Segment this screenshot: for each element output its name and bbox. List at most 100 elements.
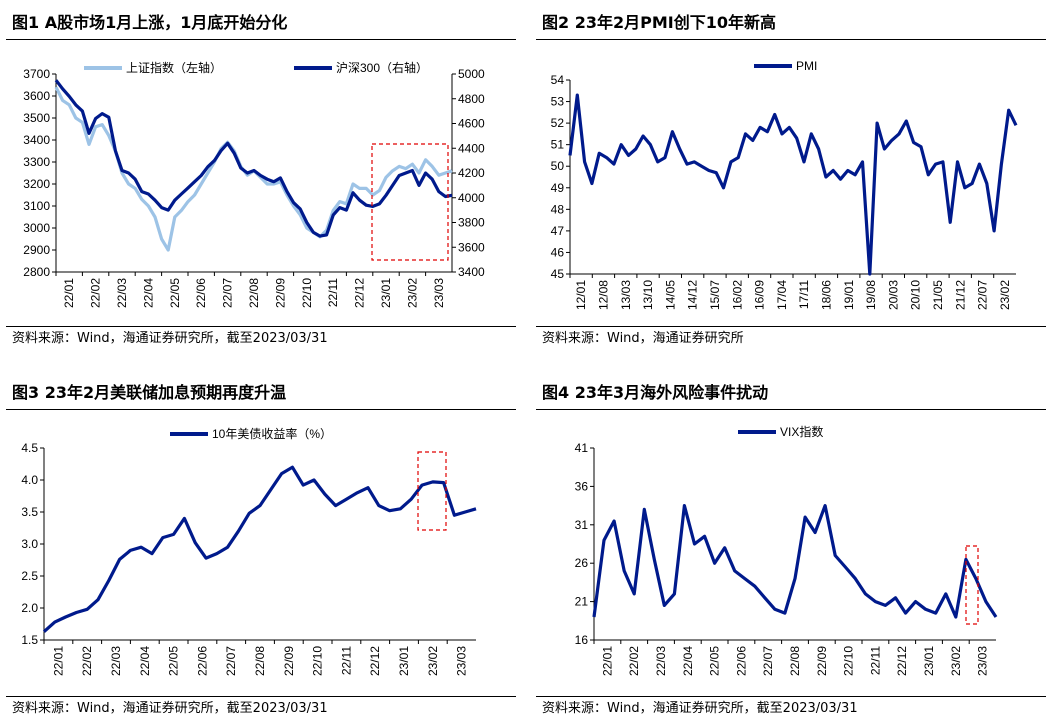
x-tick-label: 20/03 (886, 280, 900, 310)
y-tick-label-right: 3600 (458, 240, 485, 254)
chart-2: PMI 45 46 47 48 49 50 51 52 53 54 12/01 12/08 13/03 13… (551, 59, 1018, 310)
highlight-box (371, 143, 449, 261)
y-tick-label-left: 48 (551, 202, 565, 216)
y-tick-label-left: 2900 (23, 243, 50, 257)
x-tick-label: 22/01 (600, 646, 614, 676)
x-tick-label: 22/04 (681, 646, 695, 676)
series-line-0 (592, 503, 998, 619)
y-tick-label-left: 53 (551, 95, 565, 109)
x-tick-label: 17/11 (797, 280, 811, 309)
x-tick-label: 21/05 (931, 280, 945, 310)
y-tick-label-right: 3800 (458, 216, 485, 230)
x-tick-label: 12/01 (574, 280, 588, 310)
panel-3: 图3 23年2月美联储加息预期再度升温 10年美债收益率（%） 1.5 2.0 2.5… (6, 372, 516, 725)
x-tick-label: 19/01 (842, 280, 856, 310)
y-tick-label-left: 3700 (23, 67, 50, 81)
y-tick-label-left: 2800 (23, 265, 50, 279)
x-tick-label: 22/09 (815, 646, 829, 676)
x-tick-label: 23/02 (949, 646, 963, 676)
x-tick-label: 22/11 (868, 646, 882, 675)
y-tick-label-right: 4800 (458, 92, 485, 106)
x-tick-label: 22/10 (311, 646, 325, 676)
y-tick-label-left: 3500 (23, 111, 50, 125)
x-tick-label: 22/09 (273, 278, 287, 308)
x-tick-label: 23/01 (922, 646, 936, 676)
x-tick-label: 22/02 (627, 646, 641, 676)
y-tick-label-left: 36 (575, 479, 589, 493)
x-tick-label: 22/08 (247, 278, 261, 308)
x-tick-label: 22/06 (194, 278, 208, 308)
legend-label-0: PMI (796, 59, 817, 73)
y-tick-label-left: 3000 (23, 221, 50, 235)
chart-title-4: 图4 23年3月海外风险事件扰动 (536, 376, 1046, 410)
y-tick-label-left: 46 (551, 245, 565, 259)
x-tick-label: 22/01 (62, 278, 76, 308)
y-tick-label-left: 3300 (23, 155, 50, 169)
x-tick-label: 12/08 (596, 280, 610, 310)
x-tick-label: 22/10 (300, 278, 314, 308)
x-tick-label: 16/02 (730, 280, 744, 310)
legend-label-0: 10年美债收益率（%） (212, 426, 332, 441)
chart-title-3: 图3 23年2月美联储加息预期再度升温 (6, 376, 516, 410)
y-tick-label-left: 21 (575, 595, 589, 609)
x-tick-label: 16/09 (753, 280, 767, 310)
series-line-1 (54, 79, 453, 238)
x-tick-label: 23/02 (426, 646, 440, 676)
y-tick-label-left: 41 (575, 441, 589, 455)
x-tick-label: 22/04 (141, 278, 155, 308)
source-note-1: 资料来源：Wind，海通证券研究所，截至2023/03/31 (6, 326, 516, 351)
chart-1: 上证指数（左轴） 沪深300（右轴） 2800 2900 3000 3100 3200 330… (23, 60, 485, 308)
y-tick-label-left: 3200 (23, 177, 50, 191)
x-tick-label: 22/08 (788, 646, 802, 676)
x-tick-label: 22/12 (895, 646, 909, 676)
x-tick-label: 17/04 (775, 280, 789, 310)
x-tick-label: 22/03 (654, 646, 668, 676)
x-tick-label: 19/08 (864, 280, 878, 310)
x-tick-label: 22/08 (253, 646, 267, 676)
x-tick-label: 23/03 (455, 646, 469, 676)
panel-2: 图2 23年2月PMI创下10年新高 PMI 45 46 47 48 49 50 51 52 53… (536, 2, 1046, 355)
x-tick-label: 22/07 (221, 278, 235, 308)
y-tick-label-left: 3400 (23, 133, 50, 147)
x-tick-label: 22/11 (326, 278, 340, 307)
x-tick-label: 22/03 (115, 278, 129, 308)
x-tick-label: 22/09 (282, 646, 296, 676)
x-tick-label: 22/01 (51, 646, 65, 676)
legend-label-0: 上证指数（左轴） (126, 60, 222, 75)
x-tick-label: 21/12 (953, 280, 967, 310)
y-tick-label-left: 2.0 (21, 601, 38, 615)
x-tick-label: 22/07 (976, 280, 990, 310)
x-tick-label: 13/03 (619, 280, 633, 310)
x-tick-label: 14/05 (663, 280, 677, 310)
panel-4: 图4 23年3月海外风险事件扰动 VIX指数 16 21 26 31 36 41 22/01 2… (536, 372, 1046, 725)
y-tick-label-right: 4600 (458, 117, 485, 131)
y-tick-label-right: 4000 (458, 191, 485, 205)
y-tick-label-left: 3.5 (21, 505, 38, 519)
x-tick-label: 22/05 (168, 278, 182, 308)
x-tick-label: 22/07 (224, 646, 238, 676)
y-tick-label-left: 3100 (23, 199, 50, 213)
x-tick-label: 22/06 (734, 646, 748, 676)
highlight-box (965, 545, 979, 625)
y-tick-label-left: 52 (551, 116, 565, 130)
x-tick-label: 22/12 (368, 646, 382, 676)
y-tick-label-left: 3600 (23, 89, 50, 103)
source-note-2: 资料来源：Wind，海通证券研究所 (536, 326, 1046, 351)
source-note-3: 资料来源：Wind，海通证券研究所，截至2023/03/31 (6, 696, 516, 721)
chart-title-1: 图1 A股市场1月上涨，1月底开始分化 (6, 6, 516, 40)
y-tick-label-left: 4.0 (21, 473, 38, 487)
x-tick-label: 22/05 (708, 646, 722, 676)
chart-title-2: 图2 23年2月PMI创下10年新高 (536, 6, 1046, 40)
x-tick-label: 22/02 (80, 646, 94, 676)
series-line-0 (568, 93, 1018, 276)
x-tick-label: 22/06 (195, 646, 209, 676)
x-tick-label: 23/03 (432, 278, 446, 308)
legend-label-0: VIX指数 (780, 424, 823, 439)
x-tick-label: 23/02 (998, 280, 1012, 310)
x-tick-label: 22/11 (339, 646, 353, 675)
legend-label-1: 沪深300（右轴） (336, 60, 428, 75)
y-tick-label-left: 50 (551, 159, 565, 173)
x-tick-label: 22/10 (842, 646, 856, 676)
chart-4: VIX指数 16 21 26 31 36 41 22/01 22/02 22/03 22/04 22/… (575, 424, 998, 676)
x-tick-label: 23/02 (405, 278, 419, 308)
